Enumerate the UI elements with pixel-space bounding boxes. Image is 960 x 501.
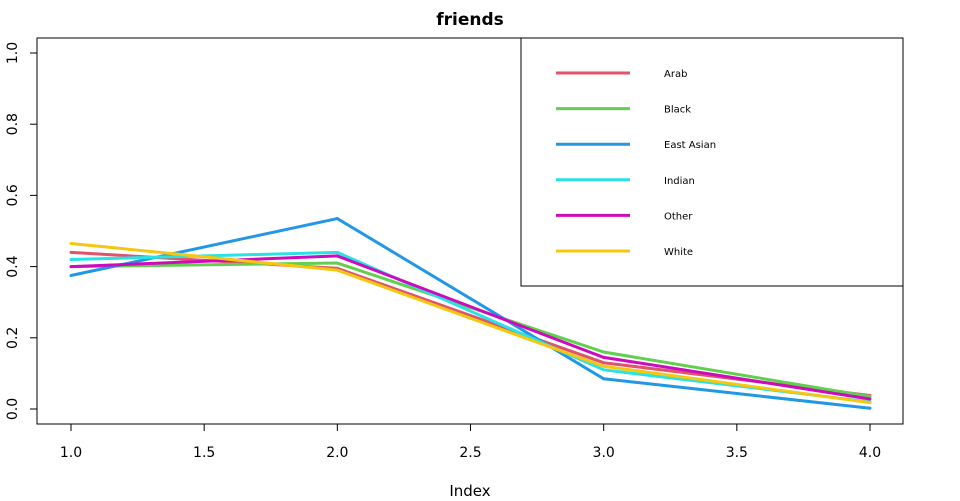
y-axis: 0.0 0.2 0.4 0.6 0.8 1.0: [5, 42, 38, 420]
legend-label: Black: [664, 105, 691, 116]
data-point: [335, 261, 339, 265]
data-point: [868, 406, 872, 410]
data-point: [602, 355, 606, 359]
x-tick-label: 3.5: [726, 445, 748, 461]
data-point: [69, 274, 73, 277]
y-tick-label: 0.0: [5, 398, 21, 420]
legend-label: East Asian: [664, 140, 716, 151]
legend-label: White: [664, 247, 693, 258]
legend-label: Other: [664, 211, 693, 222]
data-point: [335, 217, 339, 221]
x-tick-label: 4.0: [859, 445, 881, 461]
series-line-other: [70, 254, 871, 401]
x-axis: 1.0 1.5 2.0 2.5 3.0 3.5 4.0: [60, 423, 881, 461]
series-line-east-asian: [70, 216, 871, 410]
series-layer: [69, 216, 872, 410]
data-point: [69, 265, 73, 269]
y-tick-label: 0.6: [5, 184, 21, 206]
x-axis-title: Index: [449, 482, 490, 500]
legend-label: Arab: [664, 69, 687, 80]
data-point: [868, 395, 872, 399]
x-tick-label: 2.0: [326, 445, 348, 461]
data-point: [868, 397, 872, 401]
data-point: [69, 257, 73, 261]
data-point: [335, 254, 339, 258]
data-point: [602, 377, 606, 381]
y-tick-label: 1.0: [5, 42, 21, 64]
y-tick-label: 0.8: [5, 113, 21, 135]
data-point: [335, 250, 339, 254]
legend-box: [520, 37, 904, 287]
x-tick-label: 1.5: [193, 445, 215, 461]
y-tick-label: 0.2: [5, 327, 21, 349]
series-line-white: [70, 241, 871, 405]
x-tick-label: 2.5: [459, 445, 481, 461]
data-point: [69, 241, 73, 245]
data-point: [868, 401, 872, 405]
chart-title: friends: [436, 10, 504, 30]
legend-label: Indian: [664, 176, 695, 187]
legend: Arab Black East Asian Indian Other White: [520, 37, 904, 287]
data-point: [602, 350, 606, 354]
x-tick-label: 3.0: [593, 445, 615, 461]
data-point: [602, 368, 606, 372]
data-point: [69, 250, 73, 254]
data-point: [602, 361, 606, 365]
data-point: [335, 268, 339, 272]
x-tick-label: 1.0: [60, 445, 82, 461]
data-point: [602, 364, 606, 368]
y-tick-label: 0.4: [5, 255, 21, 277]
